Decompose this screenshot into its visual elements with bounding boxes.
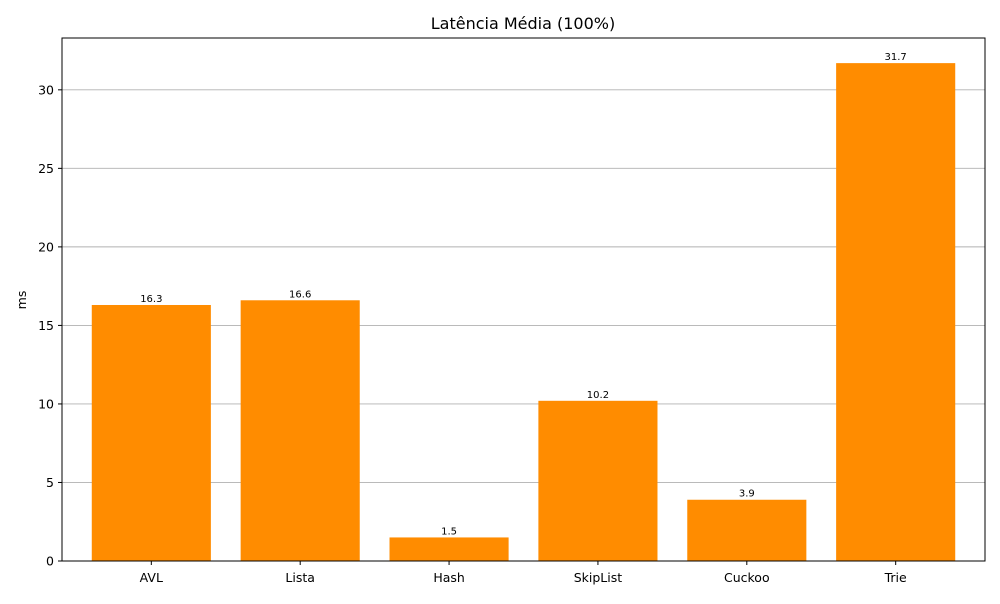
data-label-skiplist: 10.2 [587, 390, 609, 401]
x-axis-ticks: AVL Lista Hash SkipList Cuckoo Trie [140, 561, 907, 585]
bar-skiplist [538, 400, 658, 561]
y-tick-label: 25 [38, 161, 54, 176]
data-label-avl: 16.3 [140, 294, 162, 305]
x-tick-label-cuckoo: Cuckoo [724, 570, 770, 585]
bars [91, 63, 956, 562]
y-axis-ticks: 0 5 10 15 20 25 30 [38, 82, 62, 569]
bar-hash [389, 537, 509, 561]
bar-cuckoo [687, 499, 807, 561]
x-tick-label-hash: Hash [433, 570, 465, 585]
bar-lista [240, 300, 360, 561]
y-tick-label: 5 [46, 475, 54, 490]
grid-lines [62, 89, 985, 483]
x-tick-label-trie: Trie [884, 570, 907, 585]
data-labels: 16.3 16.6 1.5 10.2 3.9 31.7 [140, 52, 907, 537]
y-axis-label: ms [14, 291, 29, 310]
x-tick-label-skiplist: SkipList [574, 570, 623, 585]
data-label-trie: 31.7 [885, 52, 907, 63]
x-tick-label-lista: Lista [285, 570, 315, 585]
y-tick-label: 10 [38, 396, 54, 411]
y-tick-label: 20 [38, 239, 54, 254]
y-tick-label: 15 [38, 318, 54, 333]
x-tick-label-avl: AVL [140, 570, 163, 585]
plot-frame [61, 37, 986, 562]
y-tick-label: 0 [46, 554, 54, 569]
bar-avl [91, 304, 211, 561]
data-label-hash: 1.5 [441, 526, 457, 537]
data-label-cuckoo: 3.9 [739, 489, 755, 500]
y-tick-label: 30 [38, 82, 54, 97]
bar-trie [836, 63, 956, 562]
chart-title: Latência Média (100%) [431, 14, 615, 33]
data-label-lista: 16.6 [289, 289, 311, 300]
